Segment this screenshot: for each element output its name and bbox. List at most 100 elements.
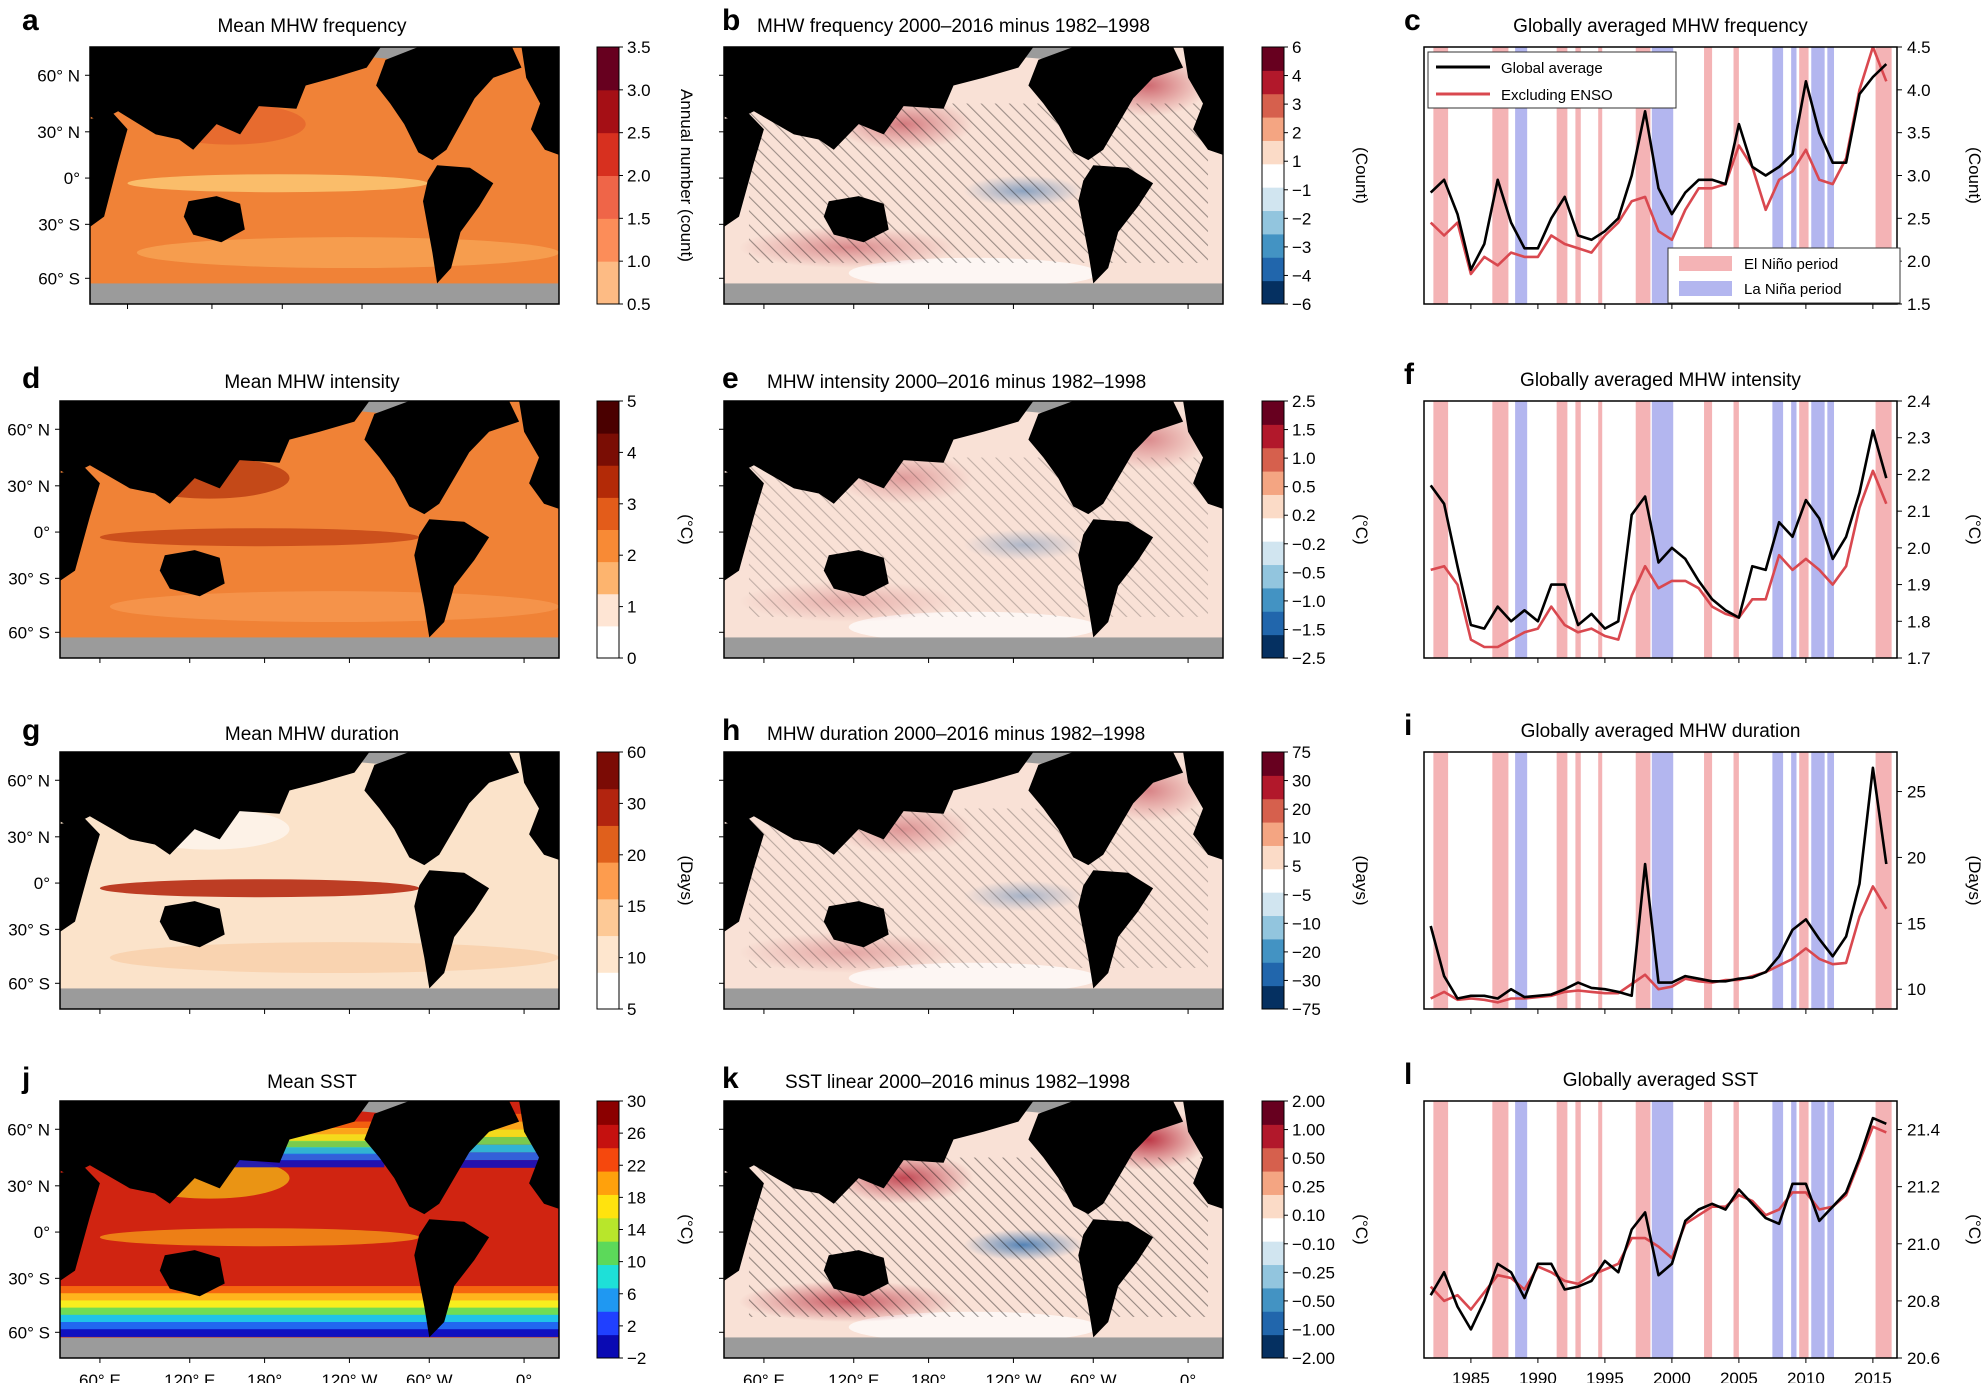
colorbar-tick-label: 2 [627,1317,636,1336]
el-nino-band [1598,401,1603,658]
lat-label: 60° S [8,974,50,993]
colorbar-label: (Days) [1352,855,1371,905]
timeseries-panel-l: l Globally averaged SST 20.6 20.8 21.0 21.2 21… [1404,1058,1984,1388]
la-nina-band [1811,1101,1825,1358]
panel-letter: l [1404,1058,1412,1091]
colorbar-tick-label: −3 [1292,238,1311,257]
isotherm-band [419,1152,559,1161]
panel-letter: j [21,1062,30,1095]
map-panel-k: k SST linear 2000–2016 minus 1982–1998 6… [719,1062,1371,1388]
land-asia [724,752,1034,855]
excluding-enso-line [1430,885,1888,1004]
colorbar-segment [1262,233,1284,258]
colorbar-segment [1262,280,1284,305]
land-europe [1183,1101,1223,1209]
la-nina-band [1827,752,1835,1009]
colorbar-segment [597,401,619,434]
el-nino-band [1799,401,1809,658]
la-nina-band [1772,1101,1784,1358]
map-plot [719,751,1224,1014]
enso-legend: El Niño period La Niña period [1667,247,1901,304]
lat-label: 60° N [7,1120,50,1139]
colorbar-label: (Count) [1352,147,1371,204]
panel-title: MHW duration 2000–2016 minus 1982–1998 [767,724,1145,745]
panel-letter: h [722,714,740,747]
colorbar-tick-label: 1.0 [1292,449,1316,468]
colorbar-segment [597,1241,619,1266]
isotherm-band [419,1129,559,1137]
y-tick-label: 2.2 [1907,465,1931,484]
land-africaTip [90,113,128,227]
map-plot [719,400,1224,663]
legend-lanina-label: La Niña period [1744,281,1842,298]
y-tick-label: 2.3 [1907,429,1931,448]
map-plot: 60° N 30° N 0° 30° S 60° S [7,400,560,663]
lat-label: 30° N [7,477,50,496]
land-samerica [1078,519,1154,638]
map-panel-g: g Mean MHW duration 60° N30° N0°30° S60°… [7,714,696,1019]
el-nino-band [1704,401,1713,658]
colorbar-tick-label: −2 [627,1349,646,1368]
land-samerica [414,519,490,638]
panel-title: Mean MHW intensity [224,372,400,393]
colorbar-tick-label: 0.5 [627,295,651,314]
el-nino-band [1433,752,1449,1009]
colorbar-segment [1262,140,1284,165]
land-samerica [1078,1219,1154,1338]
colorbar-segment [1262,424,1284,449]
colorbar-tick-label: −0.25 [1292,1263,1335,1282]
excluding-enso-line [1430,469,1888,649]
neutral-region [848,611,1099,643]
colorbar-segment [1262,117,1284,141]
colorbar-segment [597,47,619,91]
colorbar: 6 4 3 2 1 −1 −2 −3 −4 −6 (Count) [1261,38,1371,314]
equatorial-band [127,174,428,193]
land-europe [521,47,559,155]
x-tick-label: 2015 [1854,1369,1892,1383]
colorbar-segment [1262,494,1284,519]
panel-title: Mean SST [267,1072,357,1093]
equatorial-band [99,1228,420,1247]
la-nina-band [1791,752,1797,1009]
plot-frame [1423,400,1898,659]
panel-letter: k [722,1062,739,1095]
el-nino-band [1799,752,1809,1009]
map-frame [59,1100,560,1359]
line-legend: Global average Excluding ENSO [1427,51,1677,109]
y-axis-label: (Days) [1965,855,1984,905]
el-nino-band [1575,401,1581,658]
y-tick-label: 25 [1907,783,1926,802]
legend-elnino-label: El Niño period [1744,256,1838,273]
el-nino-band [1598,47,1603,304]
colorbar-segment [1262,471,1284,495]
la-nina-band [1515,1101,1528,1358]
map-frame [89,46,560,305]
colorbar-tick-label: 0.2 [1292,506,1316,525]
isotherm-band [209,1147,385,1155]
colorbar-tick-label: 2 [627,546,636,565]
la-nina-band [1811,401,1825,658]
land-europe [519,1101,559,1209]
colorbar-segment [597,1194,619,1219]
el-nino-band [1492,401,1509,658]
colorbar-segment [1262,447,1284,472]
land-africaTip [60,818,100,932]
isotherm-band [60,1300,559,1309]
colorbar-tick-label: 3.0 [627,81,651,100]
colorbar-tick-label: 26 [627,1124,646,1143]
panel-letter: d [22,362,40,395]
colorbar-segment [597,593,619,627]
colorbar-tick-label: −1 [1292,181,1311,200]
colorbar-tick-label: 30 [1292,772,1311,791]
x-tick-label: 1990 [1519,1369,1557,1383]
y-tick-label: 20 [1907,848,1926,867]
colorbar-tick-label: 3 [627,495,636,514]
el-nino-band [1556,401,1568,658]
colorbar-tick-label: −2.5 [1292,649,1326,668]
colorbar-segment [1262,1194,1284,1219]
panel-letter: b [722,4,740,37]
el-nino-band [1875,752,1892,1009]
colorbar-segment [1262,1217,1284,1242]
lon-label: 0° [1180,1371,1196,1383]
